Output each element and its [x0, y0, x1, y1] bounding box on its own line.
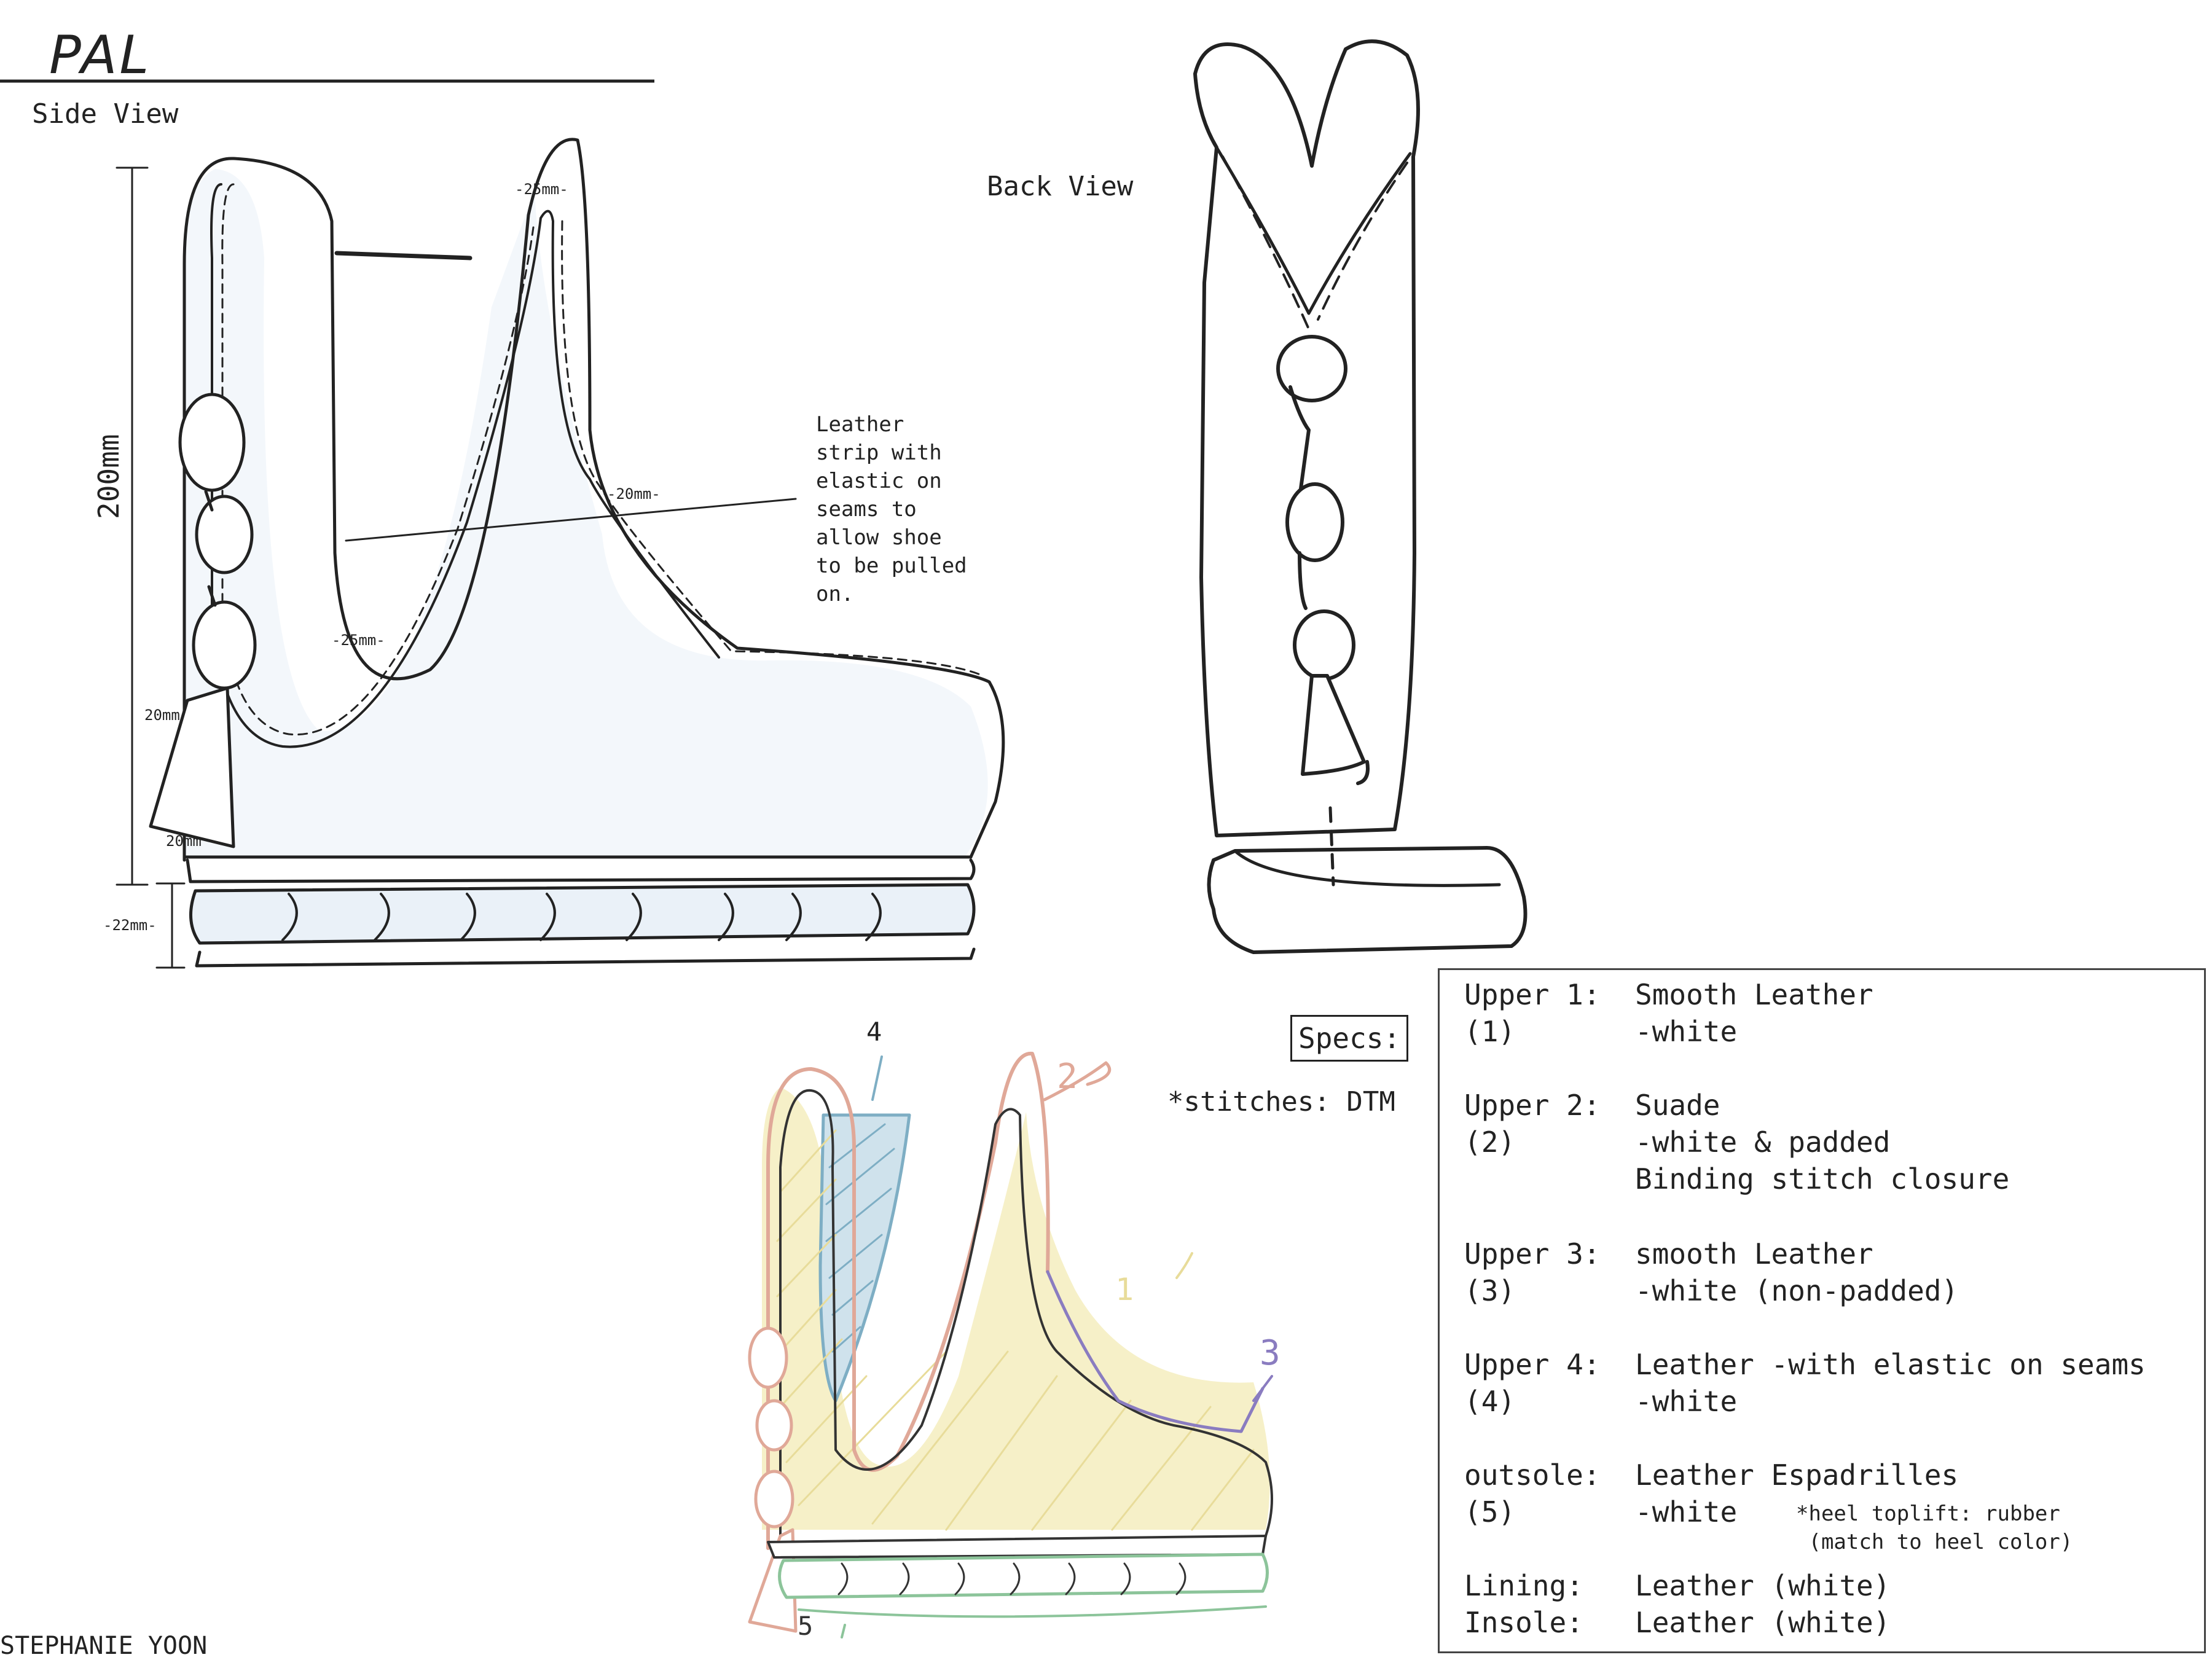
spec-key: Upper 4: (4) — [1464, 1348, 1601, 1418]
leather-strip-callout: Leather strip with elastic on seams to a… — [816, 412, 967, 606]
spec-value: Leather -with elastic on seams -white — [1635, 1348, 2146, 1418]
dim-top-strap: -25mm- — [515, 181, 568, 198]
side-view-label: Side View — [32, 98, 179, 130]
author-name: STEPHANIE YOON — [0, 1632, 208, 1660]
dim-heel-bottom: 20mm — [166, 832, 202, 850]
spec-value: Leather Espadrilles -white — [1635, 1458, 1959, 1529]
dim-mid-strap: -20mm- — [607, 485, 661, 503]
part-number-5: 5 — [798, 1611, 814, 1641]
spec-key: outsole: (5) — [1464, 1458, 1601, 1529]
spec-value: Suade -white & padded Binding stitch clo… — [1635, 1089, 2010, 1196]
spec-key: Upper 2: (2) — [1464, 1089, 1601, 1159]
part-number-1: 1 — [1115, 1272, 1134, 1307]
title-underline — [0, 79, 654, 83]
spec-key: Lining: Insole: — [1464, 1569, 1583, 1639]
spec-key: Upper 1: (1) — [1464, 978, 1601, 1048]
part-number-4: 4 — [866, 1017, 882, 1047]
spec-value: Smooth Leather -white — [1635, 978, 1873, 1048]
specs-heading: Specs: — [1290, 1015, 1409, 1062]
stitches-note: *stitches: DTM — [1167, 1086, 1395, 1118]
heel-toplift-note: *heel toplift: rubber (match to heel col… — [1796, 1501, 2073, 1554]
spec-value: smooth Leather -white (non-padded) — [1635, 1237, 1959, 1307]
dim-sole: -22mm- — [103, 917, 157, 934]
back-view-drawing — [1193, 39, 1528, 954]
back-view-label: Back View — [987, 171, 1134, 202]
spec-key: Upper 3: (3) — [1464, 1237, 1601, 1307]
color-coded-drawing — [748, 1051, 1273, 1638]
part-number-2: 2 — [1057, 1057, 1078, 1097]
spec-table: Upper 1: (1) Smooth Leather -white Upper… — [1438, 968, 2206, 1653]
part-number-3: 3 — [1260, 1333, 1281, 1373]
spec-value: Leather (white) Leather (white) — [1635, 1569, 1891, 1639]
title: PAL — [49, 25, 152, 86]
side-view-drawing — [116, 138, 1005, 969]
dim-heel-tab: 20mm — [144, 707, 180, 724]
dim-lower-strap: -25mm- — [332, 632, 385, 649]
dim-height: 200mm — [92, 434, 125, 519]
